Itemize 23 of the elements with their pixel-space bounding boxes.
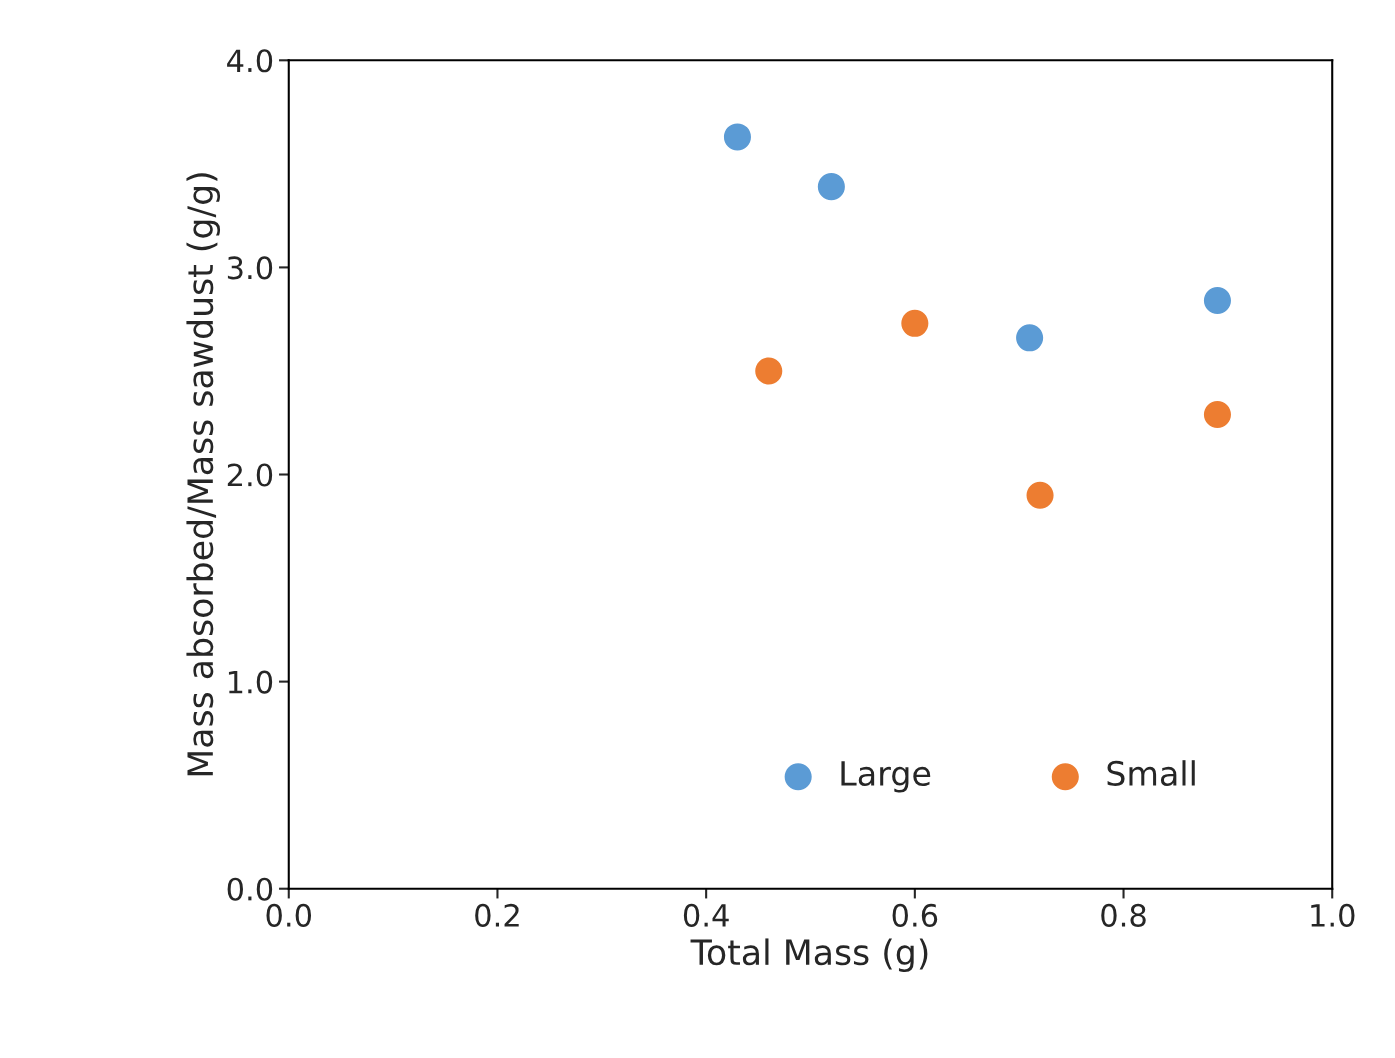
point — [901, 309, 929, 337]
y-tick-label: 4.0 — [227, 49, 273, 73]
x-tick-label: 0.2 — [475, 903, 519, 927]
y-tick-label: 3.0 — [227, 256, 273, 280]
point — [1026, 481, 1054, 509]
y-tick-label: 1.0 — [228, 670, 273, 694]
x-axis-title: Total Mass (g) — [690, 938, 928, 973]
point — [1016, 324, 1044, 352]
x-tick-label: 0.0 — [266, 903, 312, 927]
point — [755, 357, 783, 385]
legend-label: Large — [841, 761, 931, 793]
y-tick-label: 0.0 — [227, 877, 273, 901]
point — [1203, 287, 1231, 315]
legend-label: Small — [1107, 760, 1195, 786]
point — [1203, 400, 1231, 428]
x-tick-label: 1.0 — [1311, 903, 1355, 927]
x-tick-label: 0.8 — [1101, 903, 1146, 927]
x-tick-label: 0.6 — [892, 903, 938, 927]
point — [817, 173, 845, 201]
y-axis-title: Mass absorbed/Mass sawdust (g/g) — [186, 173, 221, 776]
x-tick-label: 0.4 — [683, 903, 729, 927]
point — [723, 123, 751, 151]
y-tick-label: 2.0 — [227, 463, 273, 487]
